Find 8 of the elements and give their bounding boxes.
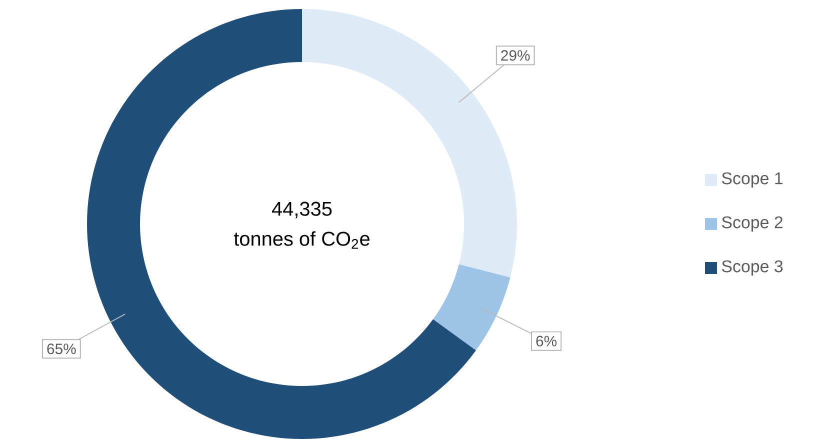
text: tonnes of CO$_{2}$e (234, 231, 370, 249)
text: 44,335 (272, 202, 332, 218)
data-label: 6% (536, 336, 557, 346)
legend-label: Scope 1 (722, 172, 783, 188)
legend-label: Scope 3 (722, 260, 783, 276)
data-label: 29% (501, 50, 530, 61)
data-label: 65% (47, 344, 76, 354)
legend-label: Scope 2 (722, 216, 782, 232)
